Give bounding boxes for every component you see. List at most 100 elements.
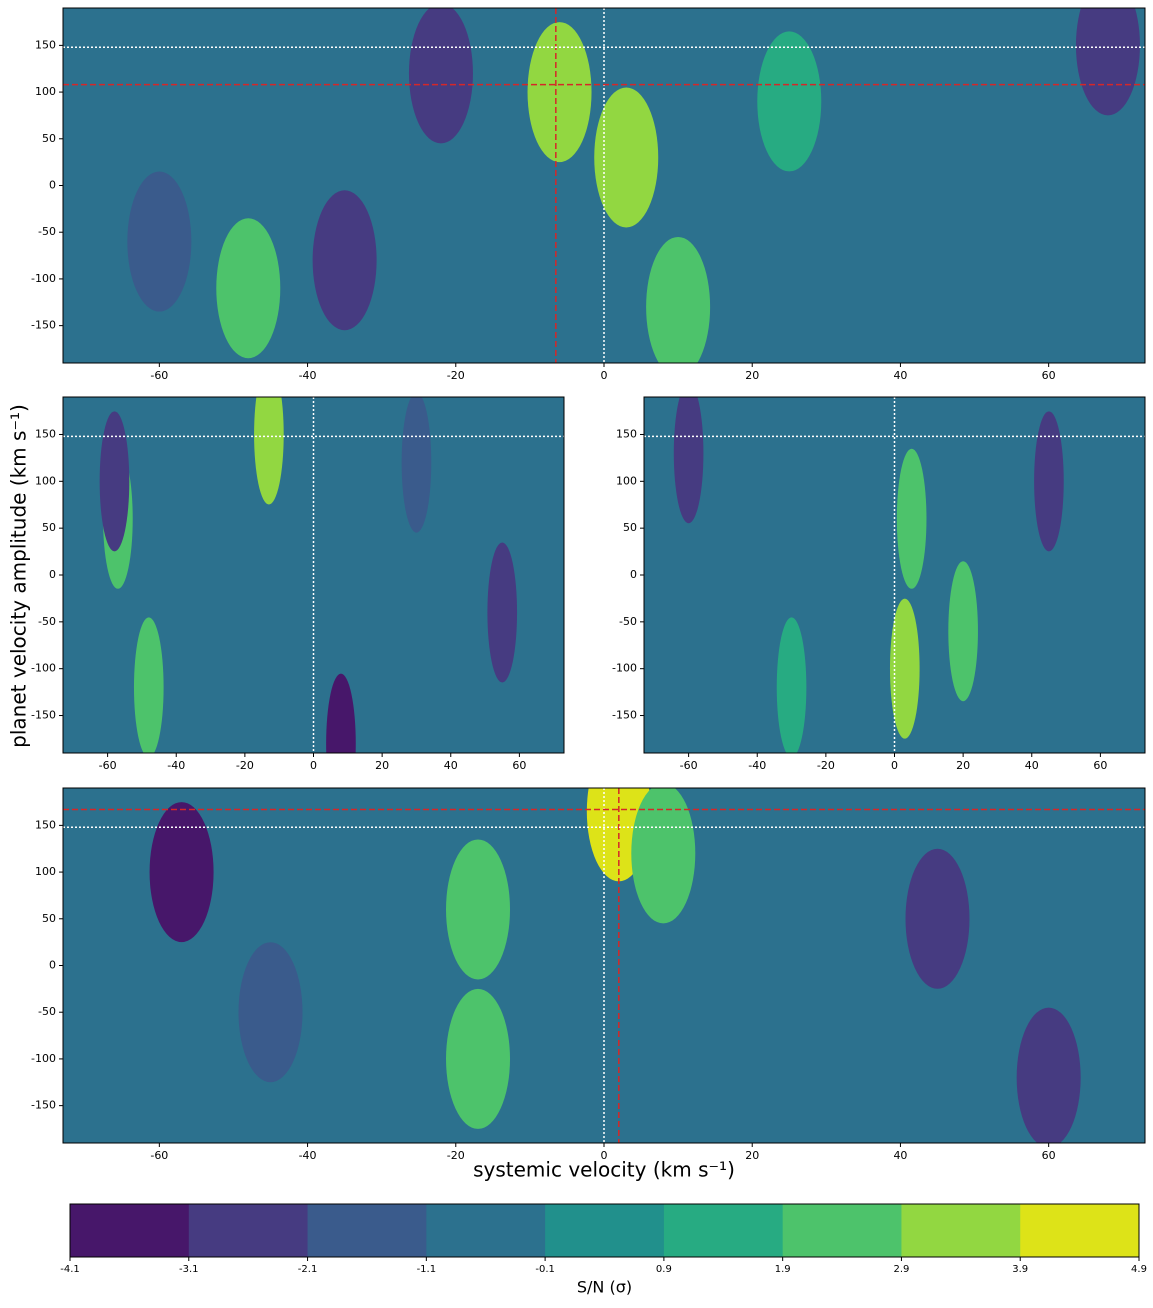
colorbar-segment — [663, 1204, 784, 1257]
y-tick-label: -150 — [612, 709, 637, 722]
contour-patch — [99, 411, 130, 552]
contour-patch — [646, 236, 711, 363]
colorbar-segment — [782, 1204, 902, 1257]
y-tick-label: 100 — [35, 865, 56, 878]
x-tick-label: -60 — [150, 369, 168, 382]
x-tick-label: -20 — [817, 759, 835, 772]
colorbar-tick-label: 3.9 — [1012, 1264, 1028, 1275]
x-tick-label: 60 — [1042, 369, 1056, 382]
x-tick-label: -40 — [299, 369, 317, 382]
x-tick-label: 20 — [956, 759, 970, 772]
y-tick-label: -150 — [31, 319, 56, 332]
y-tick-label: 100 — [35, 85, 56, 98]
colorbar-tick-label: 1.9 — [775, 1264, 791, 1275]
x-tick-label: 0 — [891, 759, 898, 772]
y-tick-label: 0 — [49, 179, 56, 192]
contour-patch — [238, 942, 303, 1083]
x-tick-label: 0 — [601, 1149, 608, 1162]
contour-patch — [1016, 1007, 1081, 1143]
y-tick-label: 0 — [49, 568, 56, 581]
y-tick-label: 50 — [623, 521, 637, 534]
contour-patch — [594, 87, 659, 228]
contour-patch — [254, 397, 284, 505]
x-tick-label: 40 — [444, 759, 458, 772]
x-tick-label: -20 — [447, 1149, 465, 1162]
x-tick-label: 0 — [601, 369, 608, 382]
contour-patch — [149, 802, 214, 943]
x-tick-label: 20 — [745, 369, 759, 382]
contour-patch — [896, 448, 927, 589]
plot-area — [63, 788, 1145, 1143]
x-tick-label: 40 — [1025, 759, 1039, 772]
y-tick-label: -100 — [31, 272, 56, 285]
y-tick-label: 0 — [49, 959, 56, 972]
y-tick-label: 150 — [35, 818, 56, 831]
y-tick-label: -50 — [38, 615, 56, 628]
contour-patch — [312, 190, 377, 331]
x-tick-label: -40 — [748, 759, 766, 772]
contour-patch — [133, 617, 164, 753]
contour-patch — [948, 561, 978, 702]
colorbar-tick-label: -3.1 — [179, 1264, 199, 1275]
contour-patch — [1075, 8, 1140, 116]
contour-patch — [673, 397, 704, 524]
y-tick-label: 50 — [42, 132, 56, 145]
contour-patch — [1034, 411, 1064, 552]
x-tick-label: 60 — [1042, 1149, 1056, 1162]
x-tick-label: -60 — [680, 759, 698, 772]
x-tick-label: -60 — [150, 1149, 168, 1162]
colorbar-label: S/N (σ) — [577, 1278, 632, 1297]
contour-patch — [487, 542, 518, 683]
y-tick-label: -50 — [38, 225, 56, 238]
y-tick-label: 100 — [35, 474, 56, 487]
colorbar-segment — [307, 1204, 427, 1257]
x-tick-label: -60 — [99, 759, 117, 772]
contour-patch — [401, 397, 432, 533]
contour-patch — [446, 839, 511, 980]
plot-area — [644, 397, 1145, 753]
colorbar-tick-label: 4.9 — [1131, 1264, 1147, 1275]
colorbar-segment — [426, 1204, 546, 1257]
y-tick-label: 150 — [616, 427, 637, 440]
y-tick-label: -150 — [31, 709, 56, 722]
y-tick-label: 50 — [42, 521, 56, 534]
y-tick-label: -50 — [619, 615, 637, 628]
y-tick-label: -100 — [612, 662, 637, 675]
colorbar-segment — [1020, 1204, 1140, 1257]
y-tick-label: -150 — [31, 1099, 56, 1112]
contour-patch — [216, 218, 281, 359]
colorbar-tick-label: -4.1 — [60, 1264, 80, 1275]
plot-area — [63, 397, 564, 753]
y-tick-label: 150 — [35, 38, 56, 51]
y-tick-label: -100 — [31, 1052, 56, 1065]
x-tick-label: -40 — [299, 1149, 317, 1162]
contour-patch — [127, 171, 192, 312]
plot-area — [63, 8, 1145, 363]
colorbar-frame — [69, 1203, 1140, 1258]
contour-patch — [889, 598, 920, 739]
x-tick-label: -40 — [167, 759, 185, 772]
contour-patch — [631, 788, 696, 924]
y-tick-label: 50 — [42, 912, 56, 925]
x-tick-label: -20 — [236, 759, 254, 772]
y-tick-label: 150 — [35, 427, 56, 440]
contour-patch — [776, 617, 807, 753]
contour-patch — [757, 31, 822, 172]
y-tick-label: 0 — [630, 568, 637, 581]
y-tick-label: -100 — [31, 662, 56, 675]
y-axis-label: planet velocity amplitude (km s⁻¹) — [7, 404, 31, 748]
contour-patch — [905, 848, 970, 989]
colorbar-segment — [188, 1204, 309, 1257]
colorbar-tick-label: 0.9 — [656, 1264, 672, 1275]
x-tick-label: 20 — [745, 1149, 759, 1162]
x-tick-label: 0 — [310, 759, 317, 772]
x-tick-label: 40 — [893, 1149, 907, 1162]
x-axis-label: systemic velocity (km s⁻¹) — [473, 1158, 735, 1182]
colorbar-tick-label: -2.1 — [298, 1264, 318, 1275]
x-tick-label: 20 — [375, 759, 389, 772]
x-tick-label: -20 — [447, 369, 465, 382]
colorbar-tick-label: -0.1 — [535, 1264, 555, 1275]
contour-patch — [408, 8, 473, 144]
colorbar-tick-label: 2.9 — [893, 1264, 909, 1275]
